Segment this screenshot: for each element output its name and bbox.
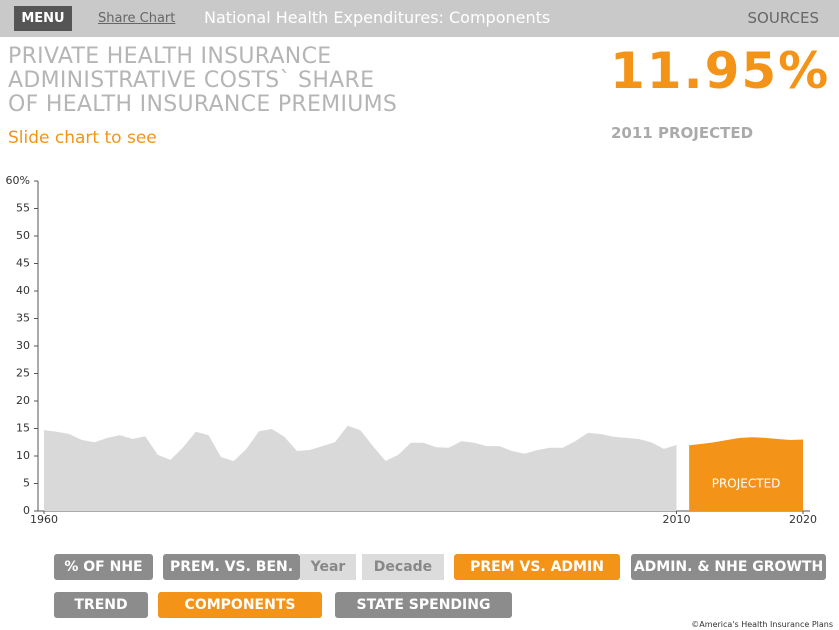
headline-caption: 2011 PROJECTED <box>611 124 754 142</box>
chart: 0 5 10 15 20 25 30 35 40 45 50 55 60% 1960 2010 2020 PRO… <box>6 174 817 526</box>
nav-button[interactable]: COMPONENTS <box>158 592 322 618</box>
headline-value: 11.95% <box>610 42 831 100</box>
toggle-button[interactable]: Decade <box>362 554 444 580</box>
y-tick-label: 10 <box>16 449 30 462</box>
y-tick-label: 25 <box>16 367 30 380</box>
nav-button[interactable]: PREM VS. ADMIN <box>454 554 620 580</box>
y-tick-label: 35 <box>16 312 30 325</box>
y-tick-label: 5 <box>23 477 30 490</box>
x-tick-label: 2010 <box>663 513 691 526</box>
share-link[interactable]: Share Chart <box>98 11 176 26</box>
y-tick-label: 30 <box>16 339 30 352</box>
page-title: PRIVATE HEALTH INSURANCE ADMINISTRATIVE … <box>8 45 397 117</box>
y-tick-label: 55 <box>16 202 30 215</box>
y-tick-label: 50 <box>16 229 30 242</box>
toggle-button[interactable]: Year <box>300 554 356 580</box>
area-label: PROJECTED <box>712 477 781 491</box>
hint: Slide chart to see <box>8 128 157 148</box>
nav-button[interactable]: % OF NHE <box>54 554 153 580</box>
footer: ©America's Health Insurance Plans <box>691 620 833 629</box>
y-tick-label: 0 <box>23 504 30 517</box>
y-tick-label: 20 <box>16 394 30 407</box>
x-tick-label: 1960 <box>30 513 58 526</box>
area <box>44 425 677 511</box>
y-tick-label: 15 <box>16 422 30 435</box>
nav-button[interactable]: TREND <box>54 592 148 618</box>
bar-title: National Health Expenditures: Components <box>204 8 551 27</box>
y-tick-label: 45 <box>16 257 30 270</box>
y-tick-label: 60% <box>6 174 30 187</box>
nav-button[interactable]: STATE SPENDING <box>335 592 512 618</box>
sources-link[interactable]: SOURCES <box>747 9 819 27</box>
nav-button[interactable]: ADMIN. & NHE GROWTH <box>631 554 826 580</box>
top-bar <box>0 0 839 37</box>
nav-button[interactable]: PREM. VS. BEN. <box>163 554 300 580</box>
title-line: OF HEALTH INSURANCE PREMIUMS <box>8 92 398 117</box>
title-line: ADMINISTRATIVE COSTS` SHARE <box>8 68 375 93</box>
x-tick-label: 2020 <box>789 513 817 526</box>
title-line: PRIVATE HEALTH INSURANCE <box>8 44 332 69</box>
y-tick-label: 40 <box>16 284 30 297</box>
menu-button[interactable]: MENU <box>14 6 72 31</box>
area <box>689 437 803 511</box>
